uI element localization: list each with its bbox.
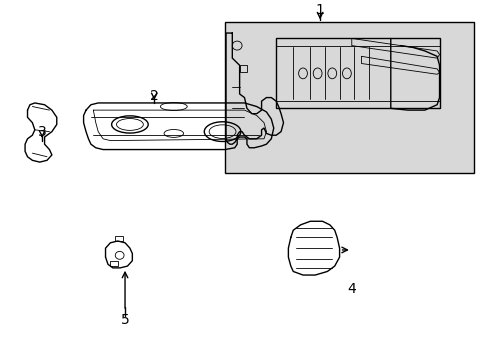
Bar [224,22,473,173]
Text: 4: 4 [346,282,355,296]
Text: 5: 5 [121,313,129,327]
Text: 3: 3 [38,125,46,139]
Text: 2: 2 [150,89,158,103]
Text: 1: 1 [315,3,324,17]
